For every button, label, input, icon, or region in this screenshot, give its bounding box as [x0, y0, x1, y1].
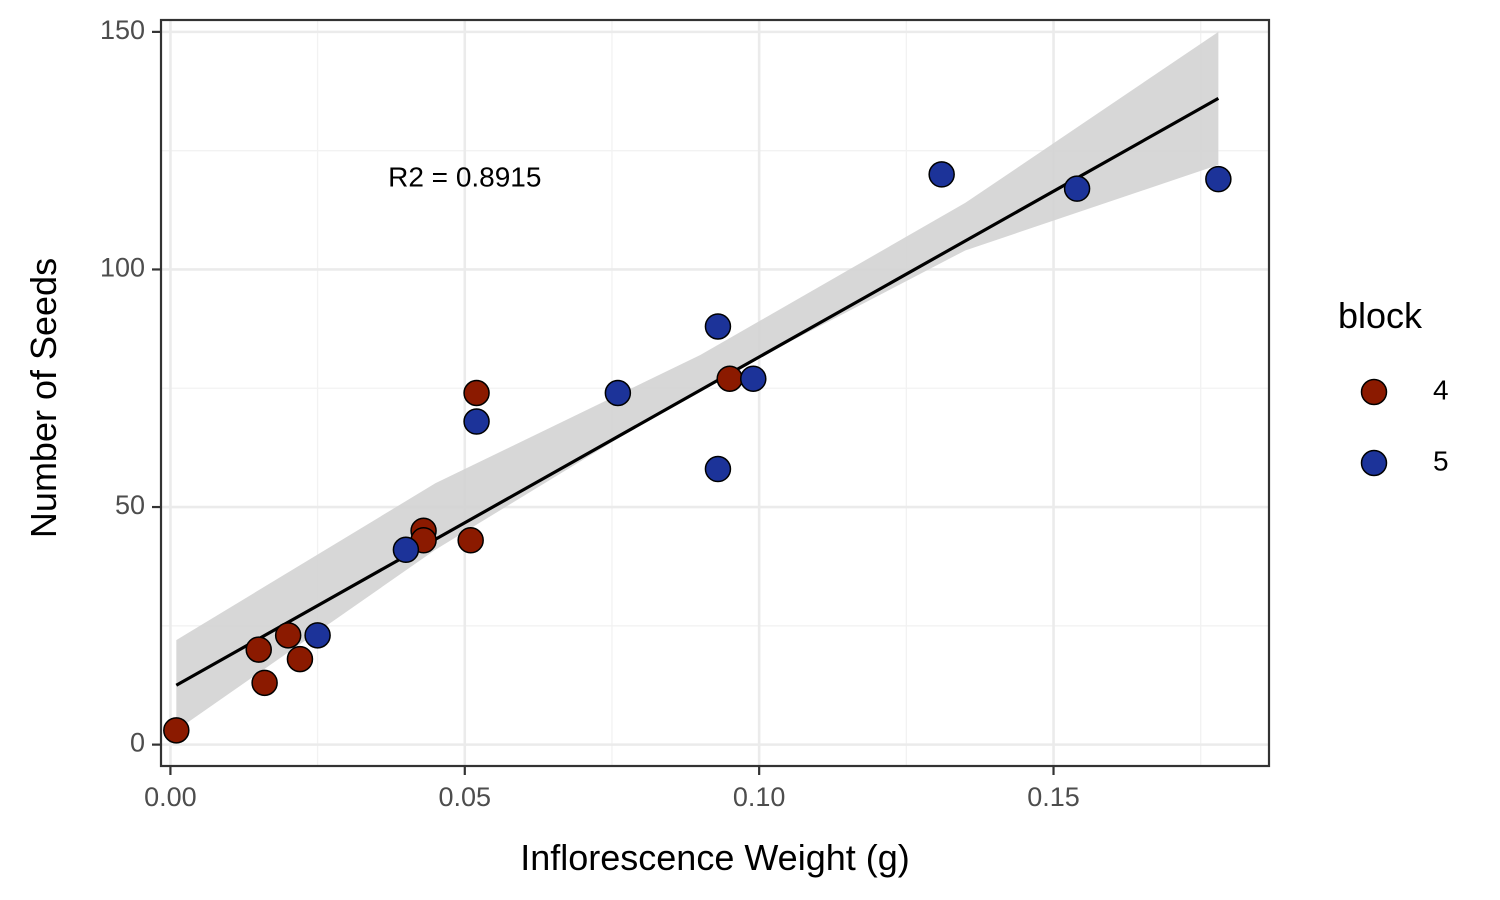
- data-point-block-4: [251, 669, 278, 697]
- data-point-block-5: [928, 161, 955, 188]
- plot-area: R2 = 0.8915: [159, 18, 1271, 768]
- data-point-block-5: [604, 379, 632, 407]
- x-tick-label: 0.15: [1027, 782, 1080, 812]
- x-axis-title: Inflorescence Weight (g): [520, 837, 910, 878]
- legend-label-block-4: 4: [1433, 374, 1449, 405]
- data-point-block-5: [1063, 175, 1091, 202]
- confidence-band: [176, 31, 1219, 731]
- x-tick-label: 0.00: [144, 782, 197, 812]
- legend: block 4 5: [1338, 295, 1449, 476]
- y-axis-title: Number of Seeds: [23, 258, 64, 538]
- y-tick-label: 0: [130, 728, 145, 758]
- legend-key-block-4: [1360, 378, 1388, 406]
- regression-line: [175, 97, 1220, 687]
- legend-label-block-5: 5: [1433, 445, 1449, 476]
- data-point-block-5: [704, 455, 732, 483]
- legend-title: block: [1338, 295, 1423, 336]
- x-tick-label: 0.10: [733, 782, 786, 812]
- x-axis: 0.00 0.05 0.10 0.15: [144, 766, 1080, 812]
- data-point-block-5: [704, 313, 732, 340]
- data-point-block-4: [463, 379, 490, 407]
- data-point-block-5: [463, 408, 490, 435]
- data-point-block-4: [716, 365, 743, 392]
- data-point-block-4: [245, 636, 272, 663]
- data-point-block-5: [1205, 165, 1232, 193]
- r2-annotation: R2 = 0.8915: [388, 162, 541, 193]
- y-tick-label: 150: [100, 15, 145, 45]
- data-point-block-5: [740, 365, 767, 392]
- data-point-block-5: [392, 536, 420, 564]
- y-axis: 0 50 100 150: [100, 15, 161, 758]
- legend-key-block-5: [1360, 449, 1388, 477]
- y-tick-label: 100: [100, 253, 145, 283]
- panel-border: [159, 18, 1271, 768]
- x-tick-label: 0.05: [439, 782, 492, 812]
- data-point-block-4: [286, 645, 314, 673]
- data-point-block-4: [457, 527, 484, 554]
- data-point-block-4: [163, 717, 190, 744]
- data-point-block-5: [304, 622, 331, 649]
- y-tick-label: 50: [115, 490, 145, 520]
- data-point-block-4: [274, 622, 302, 649]
